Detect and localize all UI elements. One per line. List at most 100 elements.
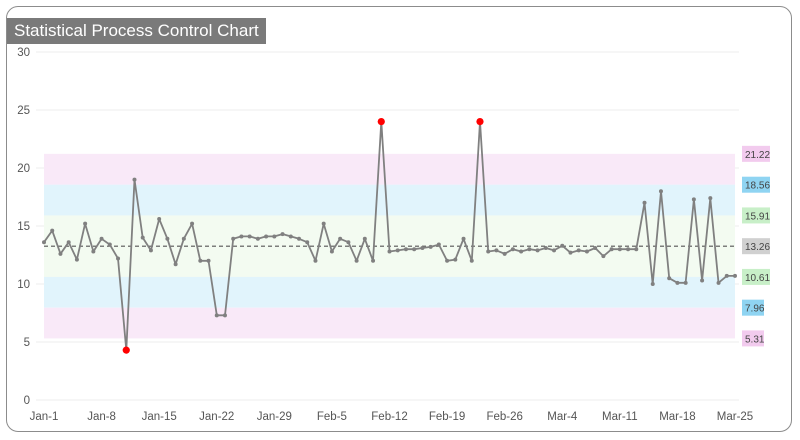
data-point <box>584 249 589 254</box>
x-tick-label: Mar-25 <box>717 411 753 423</box>
data-point <box>222 313 227 318</box>
chart-title: Statistical Process Control Chart <box>7 18 266 44</box>
data-point <box>658 189 663 194</box>
data-point <box>42 240 46 245</box>
data-point <box>354 258 359 263</box>
data-point <box>206 258 211 263</box>
x-tick-label: Mar-18 <box>659 411 695 423</box>
data-point <box>321 221 326 226</box>
data-point <box>642 200 647 205</box>
y-tick-label: 0 <box>24 395 30 407</box>
control-limit-badge <box>742 299 764 316</box>
data-point <box>214 313 219 318</box>
data-point <box>132 177 137 182</box>
y-tick-label: 10 <box>17 279 30 291</box>
data-point <box>543 246 548 251</box>
data-point <box>107 242 112 247</box>
data-point <box>165 236 170 241</box>
control-limit-badge <box>742 145 770 162</box>
data-point <box>716 280 721 285</box>
data-point <box>91 249 96 254</box>
data-point <box>420 246 425 251</box>
data-point <box>313 258 318 263</box>
control-zone-band <box>44 153 735 185</box>
data-point <box>576 248 581 253</box>
control-limit-badge <box>742 176 770 193</box>
control-limit-badge <box>742 268 770 285</box>
data-point <box>231 236 236 241</box>
data-point <box>116 256 121 261</box>
x-tick-label: Feb-12 <box>371 411 407 423</box>
out-of-control-point <box>377 118 385 126</box>
control-zone-band <box>44 307 735 339</box>
data-point <box>173 262 178 267</box>
data-point <box>609 247 614 252</box>
data-point <box>724 273 729 278</box>
data-point <box>412 247 417 252</box>
data-point <box>461 236 466 241</box>
data-point <box>626 247 631 252</box>
data-point <box>198 258 203 263</box>
data-point <box>264 234 269 239</box>
control-limit-value: 13.26 <box>745 242 770 253</box>
data-point <box>708 196 713 201</box>
data-point <box>560 243 565 248</box>
data-point <box>675 280 680 285</box>
data-point <box>486 249 491 254</box>
data-point <box>50 228 55 233</box>
data-point <box>617 247 622 252</box>
x-tick-label: Feb-26 <box>486 411 522 423</box>
data-point <box>297 236 302 241</box>
data-point <box>288 234 293 239</box>
x-tick-label: Jan-22 <box>199 411 234 423</box>
data-point <box>494 248 499 253</box>
y-tick-label: 5 <box>24 337 30 349</box>
data-point <box>683 280 688 285</box>
x-tick-label: Jan-29 <box>257 411 292 423</box>
data-point <box>83 221 88 226</box>
data-point <box>99 236 104 241</box>
data-point <box>255 236 260 241</box>
control-limit-value: 18.56 <box>745 181 770 192</box>
data-point <box>519 249 524 254</box>
data-point <box>190 221 195 226</box>
data-point <box>601 254 606 259</box>
data-point <box>395 248 400 253</box>
data-point <box>535 248 540 253</box>
data-point <box>346 240 351 245</box>
y-tick-label: 25 <box>17 105 30 117</box>
control-limit-value: 21.22 <box>745 150 770 161</box>
x-tick-label: Jan-15 <box>142 411 177 423</box>
data-point <box>140 235 145 240</box>
data-point <box>362 236 367 241</box>
y-tick-label: 20 <box>17 163 30 175</box>
control-limit-value: 7.96 <box>745 304 765 315</box>
data-point <box>700 278 705 283</box>
data-point <box>527 247 532 252</box>
out-of-control-point <box>476 118 484 126</box>
data-point <box>148 248 153 253</box>
data-point <box>58 251 63 256</box>
data-point <box>733 273 737 278</box>
data-point <box>239 234 244 239</box>
data-point <box>181 236 186 241</box>
y-tick-label: 30 <box>17 47 30 59</box>
data-point <box>453 257 458 262</box>
data-point <box>552 248 557 253</box>
x-tick-label: Mar-4 <box>547 411 578 423</box>
data-point <box>403 247 408 252</box>
data-point <box>387 249 392 254</box>
control-limit-badge <box>742 207 770 224</box>
data-point <box>305 240 310 245</box>
data-point <box>329 249 334 254</box>
x-tick-label: Feb-5 <box>317 411 347 423</box>
data-point <box>568 250 573 255</box>
control-limit-value: 15.91 <box>745 211 770 222</box>
data-point <box>667 276 672 281</box>
control-limit-value: 5.31 <box>745 334 765 345</box>
data-point <box>247 234 252 239</box>
control-zone-band <box>44 276 735 308</box>
control-limit-value: 10.61 <box>745 273 770 284</box>
data-point <box>371 258 376 263</box>
data-point <box>157 217 162 222</box>
